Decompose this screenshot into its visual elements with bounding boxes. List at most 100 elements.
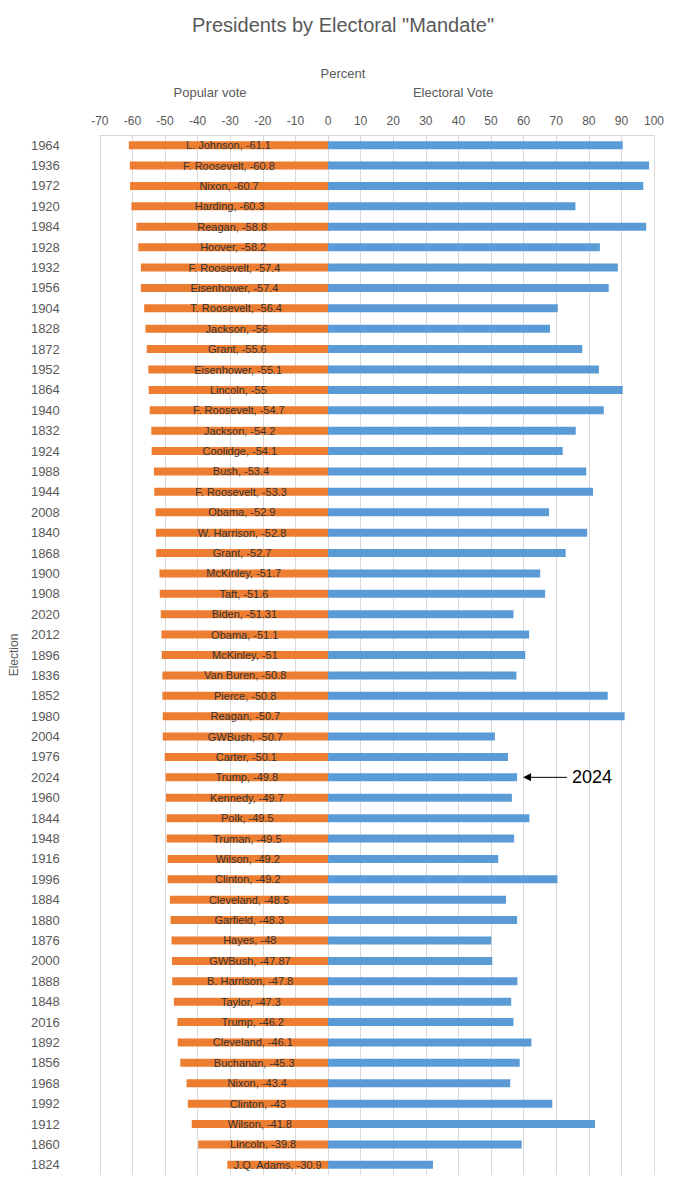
svg-text:1888: 1888 bbox=[31, 974, 60, 989]
svg-text:Kennedy, -49.7: Kennedy, -49.7 bbox=[210, 792, 284, 804]
svg-text:1864: 1864 bbox=[31, 382, 60, 397]
svg-text:Truman, -49.5: Truman, -49.5 bbox=[213, 833, 282, 845]
svg-text:Pierce, -50.8: Pierce, -50.8 bbox=[214, 690, 276, 702]
svg-text:Jackson, -54.2: Jackson, -54.2 bbox=[204, 425, 276, 437]
svg-text:Lincoln, -39.8: Lincoln, -39.8 bbox=[230, 1138, 296, 1150]
svg-text:1924: 1924 bbox=[31, 444, 60, 459]
svg-text:20: 20 bbox=[387, 114, 401, 128]
svg-text:1972: 1972 bbox=[31, 178, 60, 193]
svg-text:Wilson, -41.8: Wilson, -41.8 bbox=[228, 1118, 292, 1130]
svg-text:Reagan, -50.7: Reagan, -50.7 bbox=[211, 710, 281, 722]
svg-text:Harding, -60.3: Harding, -60.3 bbox=[195, 200, 265, 212]
svg-text:Eisenhower, -57.4: Eisenhower, -57.4 bbox=[190, 282, 278, 294]
svg-text:1920: 1920 bbox=[31, 199, 60, 214]
svg-text:30: 30 bbox=[419, 114, 433, 128]
svg-text:1860: 1860 bbox=[31, 1137, 60, 1152]
svg-text:1876: 1876 bbox=[31, 933, 60, 948]
svg-text:1868: 1868 bbox=[31, 546, 60, 561]
svg-text:1840: 1840 bbox=[31, 525, 60, 540]
svg-text:1984: 1984 bbox=[31, 219, 60, 234]
svg-text:1996: 1996 bbox=[31, 872, 60, 887]
svg-text:-50: -50 bbox=[156, 114, 174, 128]
svg-text:-30: -30 bbox=[222, 114, 240, 128]
svg-text:Popular vote: Popular vote bbox=[174, 85, 247, 100]
svg-text:Carter, -50.1: Carter, -50.1 bbox=[216, 751, 277, 763]
svg-text:2012: 2012 bbox=[31, 627, 60, 642]
svg-text:1976: 1976 bbox=[31, 749, 60, 764]
svg-text:1884: 1884 bbox=[31, 892, 60, 907]
svg-text:1916: 1916 bbox=[31, 851, 60, 866]
svg-text:W. Harrison, -52.8: W. Harrison, -52.8 bbox=[198, 527, 287, 539]
svg-text:90: 90 bbox=[615, 114, 629, 128]
svg-text:-70: -70 bbox=[91, 114, 109, 128]
svg-text:1900: 1900 bbox=[31, 566, 60, 581]
svg-text:1944: 1944 bbox=[31, 484, 60, 499]
svg-text:1872: 1872 bbox=[31, 342, 60, 357]
svg-text:1904: 1904 bbox=[31, 301, 60, 316]
svg-text:Hayes, -48: Hayes, -48 bbox=[223, 934, 276, 946]
svg-text:Jackson, -56: Jackson, -56 bbox=[206, 323, 268, 335]
svg-text:-60: -60 bbox=[124, 114, 142, 128]
svg-text:1828: 1828 bbox=[31, 321, 60, 336]
svg-text:Electoral Vote: Electoral Vote bbox=[413, 85, 493, 100]
svg-text:Percent: Percent bbox=[321, 66, 366, 81]
svg-text:1908: 1908 bbox=[31, 586, 60, 601]
svg-text:50: 50 bbox=[484, 114, 498, 128]
svg-text:0: 0 bbox=[325, 114, 332, 128]
svg-text:Wilson, -49.2: Wilson, -49.2 bbox=[216, 853, 280, 865]
svg-text:1948: 1948 bbox=[31, 831, 60, 846]
svg-text:70: 70 bbox=[550, 114, 564, 128]
svg-text:1928: 1928 bbox=[31, 240, 60, 255]
svg-text:1992: 1992 bbox=[31, 1096, 60, 1111]
svg-text:Buchanan, -45.3: Buchanan, -45.3 bbox=[214, 1057, 295, 1069]
svg-text:T. Roosevelt, -56.4: T. Roosevelt, -56.4 bbox=[190, 302, 282, 314]
svg-text:F. Roosevelt, -53.3: F. Roosevelt, -53.3 bbox=[195, 486, 287, 498]
svg-text:Nixon, -43.4: Nixon, -43.4 bbox=[228, 1077, 287, 1089]
svg-text:80: 80 bbox=[582, 114, 596, 128]
svg-text:2024: 2024 bbox=[572, 767, 612, 787]
svg-text:L. Johnson, -61.1: L. Johnson, -61.1 bbox=[186, 139, 271, 151]
svg-text:1912: 1912 bbox=[31, 1117, 60, 1132]
svg-text:Trump, -49.8: Trump, -49.8 bbox=[216, 771, 279, 783]
svg-text:1848: 1848 bbox=[31, 994, 60, 1009]
svg-text:1952: 1952 bbox=[31, 362, 60, 377]
svg-text:1824: 1824 bbox=[31, 1157, 60, 1172]
svg-text:-10: -10 bbox=[287, 114, 305, 128]
svg-text:1956: 1956 bbox=[31, 280, 60, 295]
svg-text:1980: 1980 bbox=[31, 709, 60, 724]
svg-text:1960: 1960 bbox=[31, 790, 60, 805]
svg-text:2008: 2008 bbox=[31, 505, 60, 520]
svg-text:1892: 1892 bbox=[31, 1035, 60, 1050]
svg-text:60: 60 bbox=[517, 114, 531, 128]
svg-text:F. Roosevelt, -54.7: F. Roosevelt, -54.7 bbox=[193, 404, 285, 416]
svg-text:10: 10 bbox=[354, 114, 368, 128]
svg-text:1832: 1832 bbox=[31, 423, 60, 438]
svg-text:Grant, -52.7: Grant, -52.7 bbox=[213, 547, 272, 559]
svg-text:2000: 2000 bbox=[31, 953, 60, 968]
svg-text:Biden, -51.31: Biden, -51.31 bbox=[212, 608, 277, 620]
svg-text:100: 100 bbox=[644, 114, 664, 128]
svg-text:Trump, -46.2: Trump, -46.2 bbox=[221, 1016, 284, 1028]
svg-text:Lincoln, -55: Lincoln, -55 bbox=[210, 384, 267, 396]
svg-text:1836: 1836 bbox=[31, 668, 60, 683]
svg-text:Cleveland, -46.1: Cleveland, -46.1 bbox=[213, 1036, 293, 1048]
svg-text:1936: 1936 bbox=[31, 158, 60, 173]
svg-text:1964: 1964 bbox=[31, 138, 60, 153]
svg-text:40: 40 bbox=[452, 114, 466, 128]
svg-text:Clinton, -49.2: Clinton, -49.2 bbox=[215, 873, 280, 885]
svg-text:Taft, -51.6: Taft, -51.6 bbox=[219, 588, 268, 600]
svg-text:Eisenhower, -55.1: Eisenhower, -55.1 bbox=[194, 364, 282, 376]
svg-text:B. Harrison, -47.8: B. Harrison, -47.8 bbox=[207, 975, 293, 987]
svg-text:Nixon, -60.7: Nixon, -60.7 bbox=[199, 180, 258, 192]
svg-text:Garfield, -48.3: Garfield, -48.3 bbox=[214, 914, 284, 926]
svg-text:2024: 2024 bbox=[31, 770, 60, 785]
svg-text:Election: Election bbox=[7, 634, 21, 677]
svg-text:-20: -20 bbox=[254, 114, 272, 128]
svg-text:GWBush, -50.7: GWBush, -50.7 bbox=[208, 731, 283, 743]
svg-text:Coolidge, -54.1: Coolidge, -54.1 bbox=[203, 445, 278, 457]
svg-text:Obama, -52.9: Obama, -52.9 bbox=[208, 506, 275, 518]
svg-text:J.Q. Adams, -30.9: J.Q. Adams, -30.9 bbox=[234, 1159, 322, 1171]
svg-text:Grant, -55.6: Grant, -55.6 bbox=[208, 343, 267, 355]
svg-text:2020: 2020 bbox=[31, 607, 60, 622]
svg-text:Cleveland, -48.5: Cleveland, -48.5 bbox=[209, 894, 289, 906]
